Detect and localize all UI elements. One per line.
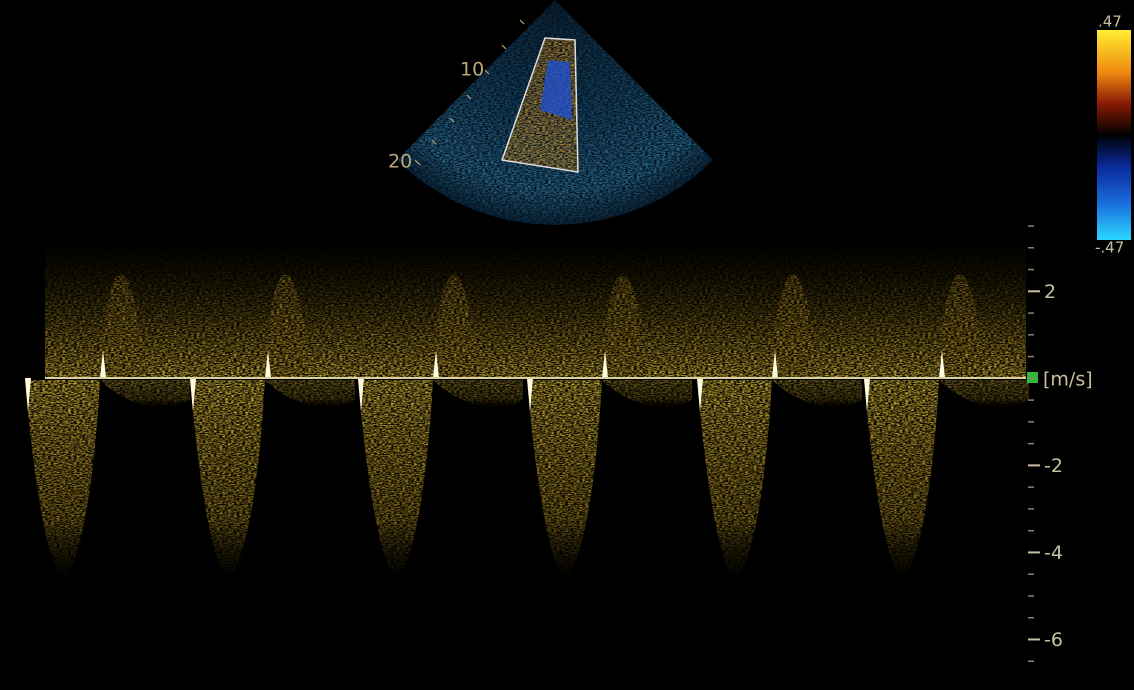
systolic-flow: [864, 380, 939, 580]
spectrum-texture: [25, 240, 1029, 580]
diastolic-flow: [602, 380, 692, 407]
color-bar: [1097, 30, 1131, 240]
tick-label: -6: [1044, 629, 1063, 651]
diastolic-flow: [265, 380, 355, 407]
velocity-scale: 2 -2 -4 -6: [1028, 226, 1063, 661]
doppler-spectrum: [25, 240, 1029, 580]
color-scale-min: -.47: [1095, 239, 1124, 257]
sector-image: [397, 0, 713, 225]
systolic-flow: [25, 380, 100, 580]
velocity-unit: [m/s]: [1043, 369, 1093, 391]
ultrasound-screen: 10 20 .47 -.47 [m/s] 2 -2 -4 -6: [0, 0, 1134, 690]
diastolic-flow: [939, 380, 1029, 407]
depth-label: 10: [460, 59, 484, 81]
diastolic-flow: [433, 380, 523, 407]
systolic-flow: [527, 380, 602, 580]
depth-label: 20: [388, 151, 412, 173]
baseline-marker: [1027, 372, 1038, 383]
color-scale-max: .47: [1098, 13, 1122, 31]
diastolic-flow: [772, 380, 862, 407]
tick-label: -2: [1044, 455, 1063, 477]
systolic-flow: [358, 380, 433, 580]
systolic-flow: [190, 380, 265, 580]
forward-flow: [45, 240, 1026, 378]
tick-label: 2: [1044, 281, 1056, 303]
diastolic-flow: [100, 380, 190, 407]
tick-label: -4: [1044, 542, 1063, 564]
systolic-flow: [697, 380, 772, 580]
